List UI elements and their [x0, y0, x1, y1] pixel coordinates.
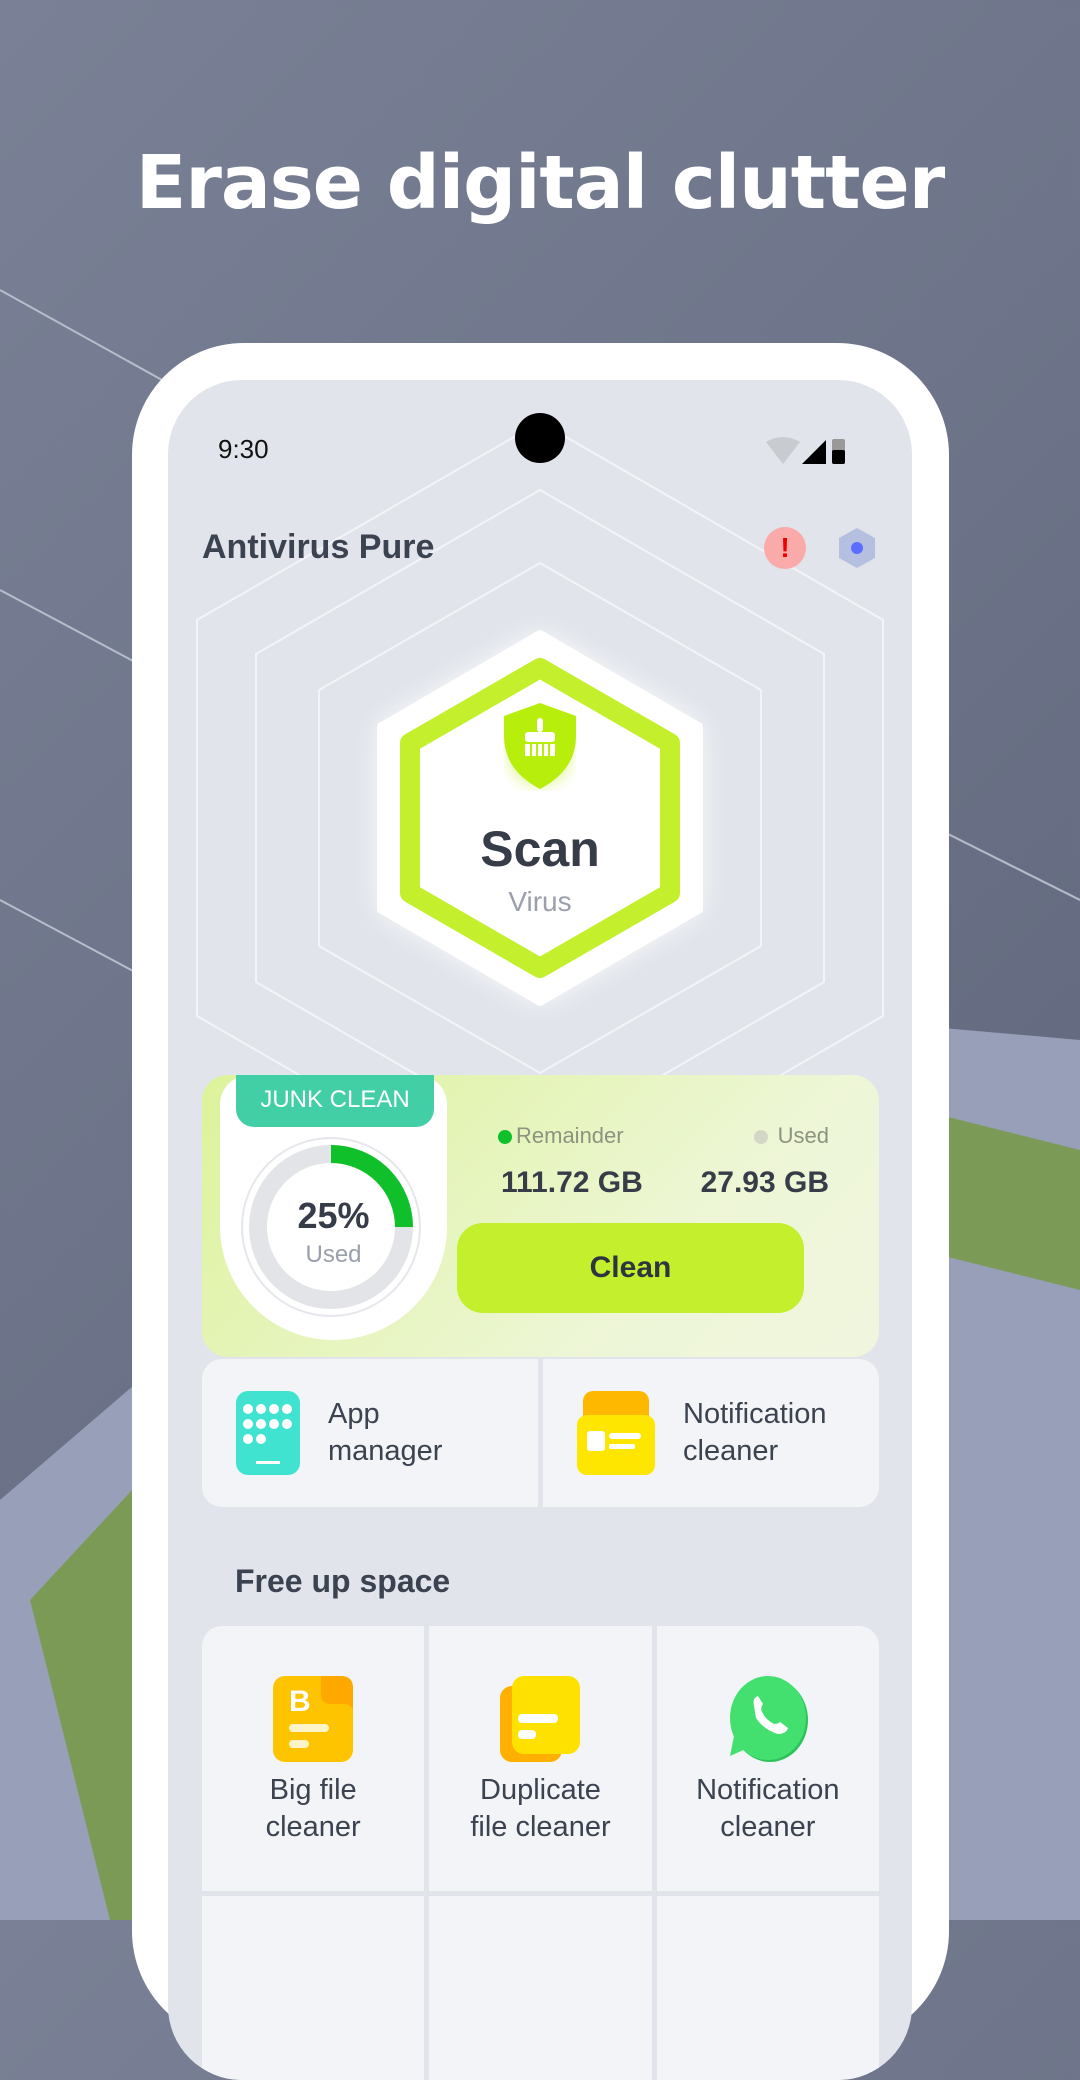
headline: Erase digital clutter: [135, 140, 945, 226]
big-file-cleaner-item[interactable]: B Big file cleaner: [202, 1626, 425, 1891]
status-icons: [766, 437, 845, 464]
usage-percent: 25%: [297, 1195, 370, 1236]
used-text: Used: [777, 1123, 829, 1148]
grid-item[interactable]: [429, 1896, 652, 2080]
svg-text:B: B: [289, 1685, 311, 1718]
status-time: 9:30: [218, 434, 269, 464]
big-file-label-2: cleaner: [265, 1811, 361, 1843]
scan-title: Scan: [480, 821, 600, 877]
used-label: Used: [753, 1123, 829, 1149]
duplicate-file-label-2: file cleaner: [470, 1811, 611, 1843]
junk-clean-tab: JUNK CLEAN: [236, 1075, 434, 1127]
junk-clean-card: 25% Used JUNK CLEAN Remainder Used 111.7…: [202, 1075, 879, 1357]
duplicate-file-label-1: Duplicate: [480, 1774, 601, 1806]
app-grid-icon: [236, 1391, 300, 1475]
usage-ring: [241, 1137, 421, 1317]
used-value: 27.93 GB: [700, 1166, 829, 1199]
app-manager-tile[interactable]: App manager: [202, 1359, 538, 1507]
app-title: Antivirus Pure: [202, 528, 435, 566]
hexagon-rings: [196, 420, 884, 1100]
big-file-icon: B: [273, 1676, 354, 1762]
grid-item[interactable]: [202, 1896, 425, 2080]
signal-icon: [802, 440, 826, 464]
notification-cleaner-label-1: Notification: [696, 1774, 840, 1806]
notification-folder-icon: [577, 1391, 655, 1475]
wifi-icon: [766, 437, 800, 464]
usage-arc: [249, 1145, 413, 1309]
app-manager-label: App manager: [328, 1398, 443, 1467]
free-up-title: Free up space: [235, 1563, 451, 1599]
alert-icon[interactable]: !: [764, 527, 806, 569]
notification-cleaner-label-2: cleaner: [720, 1811, 816, 1843]
notification-cleaner-tile[interactable]: Notification cleaner: [543, 1359, 879, 1507]
camera-cutout: [515, 413, 565, 463]
big-file-label-1: Big file: [269, 1774, 357, 1806]
used-dot: [753, 1130, 768, 1145]
whatsapp-icon: [729, 1676, 808, 1762]
tools-row: App manager Notification cleaner: [202, 1359, 879, 1507]
clean-button[interactable]: Clean: [457, 1223, 804, 1313]
duplicate-file-icon: [500, 1676, 581, 1762]
scan-subtitle: Virus: [508, 886, 572, 917]
shield-broom-icon: [504, 703, 576, 789]
phone-screen: 9:30 Antivirus Pure !: [168, 380, 912, 2080]
remainder-label: Remainder: [498, 1123, 624, 1149]
free-up-grid: B Big file cleaner Duplicate file cleane…: [202, 1626, 879, 2080]
grid-item[interactable]: [656, 1896, 879, 2080]
whatsapp-notification-cleaner-item[interactable]: Notification cleaner: [656, 1626, 879, 1891]
remainder-value: 111.72 GB: [501, 1166, 643, 1199]
remainder-text: Remainder: [516, 1123, 624, 1148]
notification-cleaner-label: Notification cleaner: [683, 1398, 827, 1467]
duplicate-file-cleaner-item[interactable]: Duplicate file cleaner: [429, 1626, 652, 1891]
hexagon-settings-icon[interactable]: [837, 527, 877, 569]
remainder-dot: [498, 1130, 512, 1145]
usage-caption: Used: [305, 1241, 362, 1268]
